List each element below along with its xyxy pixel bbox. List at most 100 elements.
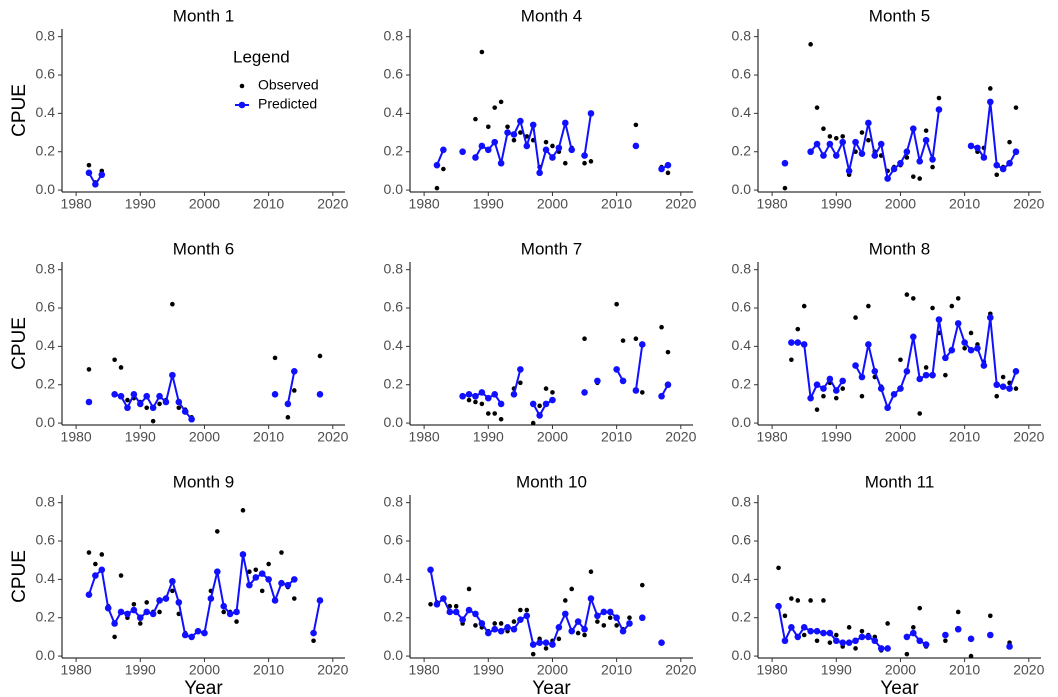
predicted-point (117, 608, 125, 616)
observed-point (466, 586, 472, 592)
predicted-point (826, 375, 834, 383)
observed-point (588, 159, 594, 164)
y-tick-label: 0.4 (384, 570, 404, 586)
observed-point (266, 561, 271, 567)
observed-point (898, 357, 903, 363)
observed-point (595, 619, 600, 624)
predicted-point (265, 576, 272, 583)
predicted-point (194, 627, 202, 635)
observed-point (827, 640, 833, 645)
observed-point (492, 411, 498, 416)
x-tick-label: 1990 (125, 429, 156, 445)
observed-point (665, 349, 671, 355)
predicted-point (124, 404, 131, 412)
observed-point (614, 301, 619, 307)
x-tick-label: 1990 (473, 662, 504, 678)
observed-point (292, 388, 297, 393)
y-tick-label: 0.2 (732, 375, 752, 391)
x-tick-label: 2000 (189, 196, 220, 212)
observed-point (859, 628, 865, 634)
y-tick-label: 0.6 (732, 66, 752, 82)
observed-point (279, 550, 284, 555)
predicted-point (472, 610, 479, 618)
predicted-point (639, 614, 646, 622)
observed-point (479, 49, 485, 55)
predicted-point (188, 415, 195, 423)
predicted-point (626, 620, 633, 627)
predicted-point (169, 371, 176, 379)
y-tick-label: 0.0 (732, 647, 752, 663)
predicted-point (104, 604, 112, 612)
predicted-point (903, 368, 911, 375)
x-tick-label: 2020 (1013, 196, 1044, 212)
predicted-point (794, 339, 802, 346)
x-axis-label: Year (880, 678, 919, 697)
y-tick-label: 0.4 (732, 570, 752, 586)
predicted-point (993, 161, 1001, 169)
predicted-point (871, 368, 879, 375)
observed-point (923, 365, 929, 370)
predicted-point (124, 610, 131, 618)
predicted-point (278, 579, 285, 587)
predicted-point (813, 381, 821, 389)
panel-title: Month 9 (173, 472, 234, 491)
legend-label: Predicted (258, 96, 317, 112)
predicted-point (143, 392, 151, 400)
observed-point (99, 552, 105, 557)
x-tick-label: 1980 (409, 429, 440, 445)
predicted-point (484, 146, 492, 154)
predicted-point (542, 146, 550, 154)
predicted-point (85, 398, 93, 406)
observed-point (821, 598, 826, 603)
observed-point (607, 615, 613, 621)
y-tick-label: 0.8 (732, 27, 752, 43)
observed-point (910, 296, 916, 301)
predicted-point (497, 400, 505, 408)
x-tick-label: 1990 (473, 429, 504, 445)
predicted-point (974, 344, 981, 352)
observed-point (125, 397, 130, 403)
observed-point (434, 185, 440, 191)
predicted-point (961, 339, 968, 346)
predicted-point (213, 568, 221, 576)
x-tick-label: 1980 (61, 196, 92, 212)
predicted-point (143, 608, 151, 616)
y-tick-label: 0.6 (36, 66, 56, 82)
predicted-point (136, 614, 144, 622)
y-tick-label: 0.4 (36, 570, 56, 586)
y-tick-label: 0.6 (384, 299, 404, 315)
predicted-point (613, 614, 620, 622)
observed-point (562, 598, 568, 603)
predicted-point (542, 400, 550, 408)
observed-point (131, 602, 137, 607)
observed-point (537, 403, 542, 409)
predicted-point (510, 131, 518, 138)
predicted-point (497, 159, 505, 167)
observed-point (910, 174, 916, 179)
series-line (431, 570, 662, 645)
predicted-point (536, 412, 543, 419)
observed-point (930, 164, 935, 170)
predicted-point (446, 608, 454, 616)
x-tick-label: 2000 (189, 662, 220, 678)
observed-point (988, 86, 993, 91)
observed-point (1007, 139, 1012, 145)
predicted-point (491, 138, 499, 146)
predicted-point (226, 610, 234, 618)
observed-point (176, 405, 182, 411)
x-tick-label: 2010 (601, 196, 632, 212)
observed-point (988, 613, 993, 619)
predicted-point (903, 633, 911, 641)
observed-point (936, 95, 942, 101)
observed-point (498, 416, 504, 422)
observed-point (853, 315, 858, 320)
predicted-point (561, 610, 569, 618)
y-tick-label: 0.8 (36, 260, 56, 276)
predicted-point (92, 572, 99, 579)
x-tick-label: 1980 (757, 429, 788, 445)
x-tick-label: 2010 (601, 429, 632, 445)
y-tick-label: 0.8 (36, 27, 56, 43)
y-tick-label: 0.4 (384, 104, 404, 120)
observed-point (962, 345, 967, 351)
predicted-point (568, 627, 576, 635)
